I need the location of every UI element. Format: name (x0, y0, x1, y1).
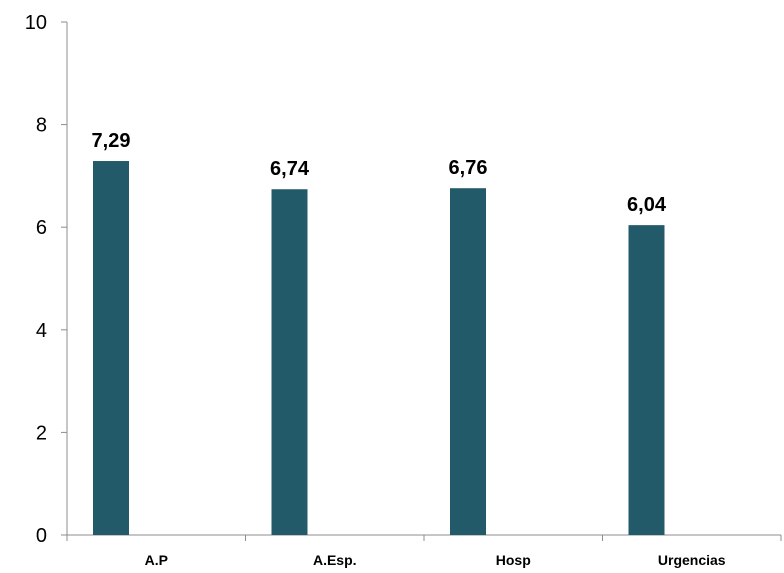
y-tick-label: 4 (36, 320, 47, 342)
y-tick-label: 0 (36, 525, 47, 547)
y-axis: 0 2 4 6 8 10 (25, 12, 68, 547)
data-labels: 7,29 6,74 6,76 6,04 (92, 130, 667, 216)
data-label: 7,29 (92, 130, 131, 152)
x-axis: A.P A.Esp. Hosp Urgencias (66, 534, 782, 568)
x-tick-label: A.P (145, 552, 168, 568)
data-label: 6,74 (270, 158, 310, 180)
bars (93, 161, 665, 535)
bar-2 (450, 188, 486, 535)
y-tick-label: 10 (25, 12, 47, 34)
x-tick-label: Hosp (496, 552, 531, 568)
bar-0 (93, 161, 129, 535)
x-tick-label: A.Esp. (313, 552, 357, 568)
y-tick-label: 2 (36, 422, 47, 444)
bar-1 (271, 189, 308, 535)
y-tick-label: 6 (36, 217, 47, 239)
data-label: 6,04 (627, 194, 667, 216)
y-tick-label: 8 (36, 115, 47, 137)
x-tick-label: Urgencias (658, 552, 726, 568)
bar-3 (628, 225, 665, 535)
data-label: 6,76 (449, 157, 488, 179)
